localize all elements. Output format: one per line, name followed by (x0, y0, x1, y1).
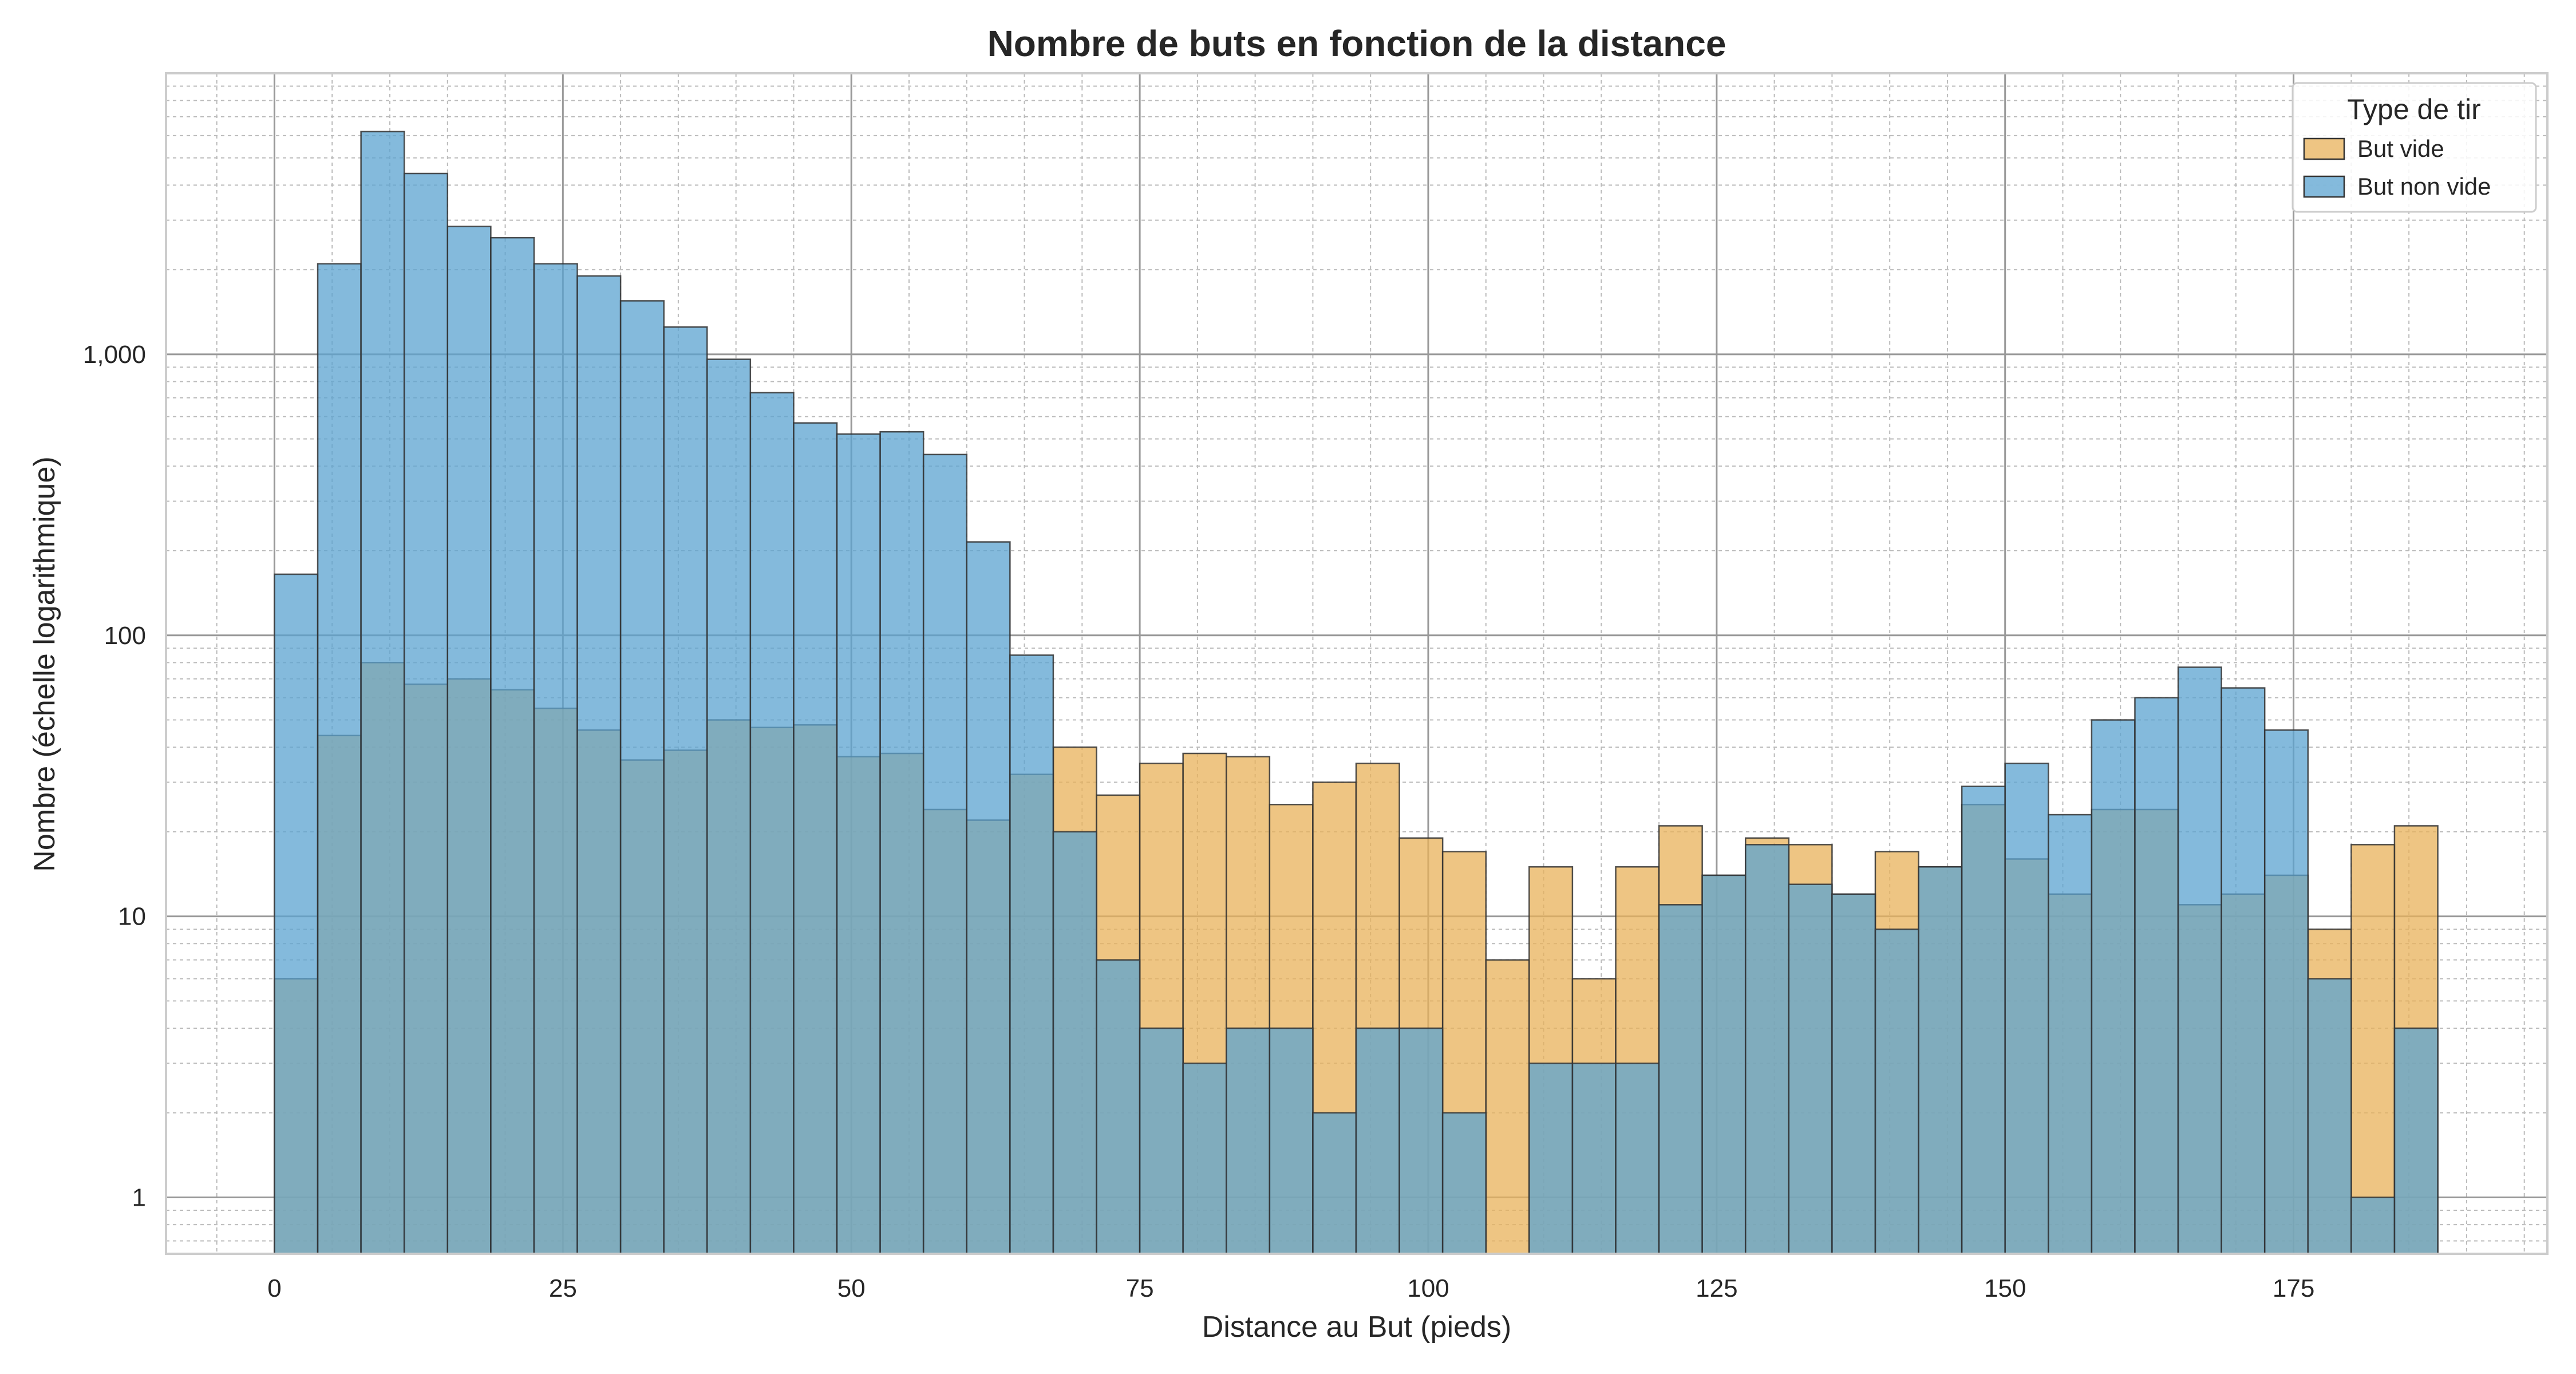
bar-but-non-vide-15 (922, 453, 968, 1255)
bar-but-non-vide-41 (2048, 814, 2093, 1255)
bar-but-non-vide-16 (966, 541, 1011, 1255)
legend-title: Type de tir (2347, 93, 2480, 125)
bar-but-non-vide-27 (1441, 1112, 1487, 1255)
x-tick-label: 50 (837, 1274, 866, 1302)
y-tick-label: 100 (104, 622, 146, 650)
y-axis-ticks: 1 10 100 1,000 (83, 341, 146, 1212)
bar-but-non-vide-26 (1398, 1027, 1444, 1255)
x-tick-label: 100 (1407, 1274, 1449, 1302)
bar-but-non-vide-0 (274, 573, 319, 1255)
y-axis-label: Nombre (échelle logarithmique) (28, 456, 61, 871)
bar-but-non-vide-33 (1701, 874, 1747, 1255)
bar-but-non-vide-4 (447, 226, 492, 1255)
bar-but-non-vide-44 (2177, 666, 2222, 1255)
y-tick-label: 10 (118, 903, 146, 931)
bar-but-non-vide-20 (1139, 1027, 1184, 1255)
bar-but-non-vide-1 (317, 263, 362, 1255)
bar-but-non-vide-32 (1658, 904, 1703, 1255)
bar-but-non-vide-6 (533, 263, 578, 1255)
y-tick-label: 1,000 (83, 341, 146, 369)
bar-but-non-vide-7 (576, 275, 622, 1255)
histogram-bars (274, 131, 2439, 1255)
bar-but-vide-48 (2350, 844, 2396, 1255)
bar-but-non-vide-25 (1355, 1027, 1400, 1255)
legend-label-but-non-vide: But non vide (2357, 173, 2491, 200)
bar-but-non-vide-13 (836, 433, 881, 1255)
bar-but-non-vide-17 (1009, 654, 1054, 1255)
legend-swatch-but-vide (2303, 137, 2345, 160)
bar-but-non-vide-45 (2221, 687, 2266, 1255)
bar-but-non-vide-47 (2307, 978, 2352, 1255)
bar-but-non-vide-37 (1874, 928, 1919, 1255)
bar-but-non-vide-48 (2350, 1197, 2396, 1255)
bar-but-non-vide-2 (360, 131, 405, 1255)
bar-but-non-vide-9 (663, 326, 708, 1255)
bar-but-non-vide-40 (2004, 763, 2049, 1255)
x-axis-ticks: 0 25 50 75 100 125 150 175 (267, 1274, 2314, 1302)
bar-but-non-vide-22 (1225, 1027, 1271, 1255)
bar-but-non-vide-36 (1831, 893, 1876, 1255)
bar-but-non-vide-43 (2134, 697, 2179, 1255)
bar-but-non-vide-12 (793, 422, 838, 1255)
legend-label-but-vide: But vide (2357, 135, 2444, 162)
bar-but-non-vide-10 (706, 358, 752, 1255)
x-tick-label: 175 (2273, 1274, 2314, 1302)
bar-but-non-vide-23 (1269, 1027, 1314, 1255)
x-tick-label: 0 (267, 1274, 281, 1302)
bar-but-non-vide-34 (1744, 844, 1790, 1255)
bar-but-non-vide-24 (1312, 1112, 1357, 1255)
bar-but-non-vide-21 (1182, 1063, 1227, 1255)
legend-box (2291, 82, 2537, 213)
plot-frame (165, 72, 2549, 1255)
bar-but-non-vide-18 (1052, 831, 1097, 1255)
bar-but-non-vide-19 (1096, 959, 1141, 1255)
bar-but-non-vide-42 (2091, 719, 2136, 1255)
bar-but-non-vide-14 (879, 431, 924, 1255)
legend-swatch-but-non-vide (2303, 175, 2345, 198)
bar-but-non-vide-11 (749, 392, 795, 1255)
x-axis-label: Distance au But (pieds) (1202, 1310, 1512, 1344)
bar-but-non-vide-39 (1961, 785, 2006, 1255)
bar-but-non-vide-35 (1788, 883, 1833, 1255)
x-tick-label: 75 (1126, 1274, 1154, 1302)
x-tick-label: 125 (1696, 1274, 1737, 1302)
x-tick-label: 25 (549, 1274, 577, 1302)
bar-but-non-vide-38 (1918, 866, 1963, 1255)
y-tick-label: 1 (132, 1184, 146, 1212)
bar-but-non-vide-8 (619, 300, 665, 1255)
bar-but-non-vide-3 (403, 172, 449, 1255)
chart-title: Nombre de buts en fonction de la distanc… (987, 23, 1726, 64)
bar-but-vide-28 (1485, 959, 1530, 1255)
bar-but-non-vide-30 (1571, 1063, 1617, 1255)
bar-but-non-vide-31 (1615, 1063, 1660, 1255)
bar-but-non-vide-5 (490, 236, 535, 1255)
x-tick-label: 150 (1984, 1274, 2026, 1302)
bar-but-non-vide-46 (2263, 729, 2309, 1255)
bar-but-non-vide-29 (1528, 1063, 1574, 1255)
bar-but-non-vide-49 (2393, 1027, 2439, 1255)
legend: Type de tir But vide But non vide (2291, 82, 2537, 213)
